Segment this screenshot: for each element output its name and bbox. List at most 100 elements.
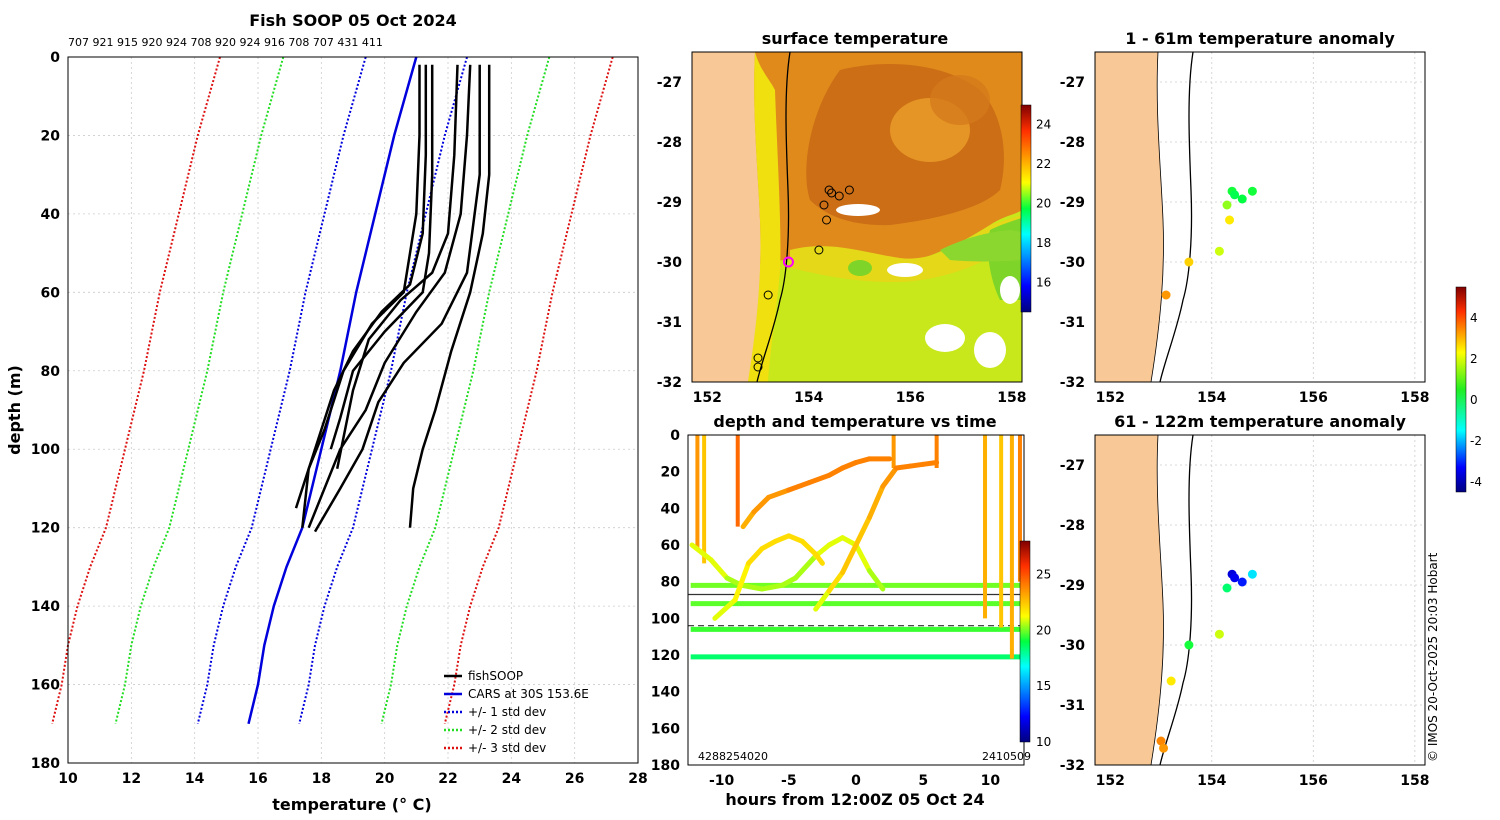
track-segment	[880, 465, 899, 489]
track-segment	[793, 553, 819, 581]
colorbar-tick-label: 0	[1470, 393, 1478, 407]
track-segment	[779, 575, 799, 588]
x-tick-label: 154	[1197, 773, 1226, 789]
anomaly-deep-frame	[1094, 434, 1426, 766]
anomaly-deep-points	[1156, 569, 1257, 753]
track-segment	[813, 588, 832, 612]
profile-title: Fish SOOP 05 Oct 2024	[249, 11, 457, 30]
anomaly-point	[1184, 640, 1194, 650]
y-tick-label: -28	[1060, 135, 1085, 151]
fish-profile-line	[294, 64, 428, 509]
anomaly-point	[1230, 573, 1240, 583]
anomaly-shallow-ticks: 152 154 156 158 -27 -28 -29 -30 -31 -32	[1060, 75, 1430, 406]
fish-profile-line	[329, 64, 434, 450]
colorbar-tick-label: 2	[1470, 352, 1478, 366]
current-position-marker	[782, 256, 794, 268]
y-tick-label: 80	[41, 364, 61, 380]
colorbar-tick-label: 18	[1036, 236, 1051, 250]
y-tick-label: 120	[31, 521, 60, 537]
colorbar-tick-label: 22	[1036, 157, 1051, 171]
time-colorbar	[1019, 540, 1031, 743]
track-segment	[759, 582, 785, 592]
anomaly-point	[1159, 743, 1169, 753]
profile-subtitle: 707 921 915 920 924 708 920 924 916 708 …	[68, 36, 383, 49]
anomaly-point	[1225, 215, 1235, 225]
anomaly-point	[1237, 194, 1247, 204]
x-tick-label: -5	[781, 773, 797, 789]
anomaly-point	[1184, 257, 1194, 267]
y-tick-label: 160	[651, 721, 680, 737]
sst-field	[692, 52, 1022, 382]
anomaly-deep-title: 61 - 122m temperature anomaly	[1114, 412, 1406, 431]
y-tick-label: -28	[1060, 518, 1085, 534]
y-tick-label: -27	[1060, 458, 1085, 474]
y-tick-label: 20	[41, 128, 61, 144]
y-tick-label: 160	[31, 678, 60, 694]
anomaly-shallow-title: 1 - 61m temperature anomaly	[1125, 29, 1395, 48]
y-tick-label: -29	[1060, 578, 1085, 594]
colorbar-tick-label: -2	[1470, 434, 1482, 448]
track-segment	[739, 582, 765, 592]
x-tick-label: 154	[794, 390, 823, 406]
y-tick-label: 140	[31, 599, 60, 615]
legend-entry: CARS at 30S 153.6E	[468, 687, 589, 701]
y-tick-label: -30	[1060, 638, 1086, 654]
colorbar-tick-label: 15	[1036, 679, 1051, 693]
track-segment	[866, 568, 886, 592]
anomaly-shallow-land	[1095, 52, 1194, 382]
y-tick-label: -28	[657, 135, 682, 151]
sst-title: surface temperature	[762, 29, 949, 48]
track-segment	[866, 483, 886, 520]
sst-map: surface temperature 152 154 156 158 -27 -28 -2…	[657, 29, 1052, 406]
x-tick-label: 10	[58, 771, 78, 787]
y-tick-label: -27	[1060, 75, 1085, 91]
anomaly-point	[1222, 200, 1232, 210]
x-tick-label: 24	[502, 771, 522, 787]
anomaly-point	[1222, 583, 1232, 593]
time-tracks	[688, 435, 1024, 660]
y-tick-label: -31	[1060, 315, 1085, 331]
colorbar-tick-label: 24	[1036, 118, 1051, 132]
anomaly-deep-land	[1095, 435, 1194, 765]
track-segment	[840, 535, 859, 548]
anomaly-point	[1161, 290, 1171, 300]
y-tick-label: 60	[41, 285, 61, 301]
x-tick-label: 28	[628, 771, 647, 787]
colorbar-tick-label: 4	[1470, 311, 1478, 325]
x-tick-label: 0	[851, 773, 861, 789]
anomaly-point	[1156, 736, 1166, 746]
track-segment	[786, 480, 812, 493]
anomaly-deep-map: 61 - 122m temperature anomaly 152 154 156 1…	[1060, 286, 1482, 789]
track-segment	[745, 546, 765, 566]
y-tick-label: 40	[661, 501, 681, 517]
colorbar-tick-label: 20	[1036, 623, 1051, 637]
x-tick-label: 26	[565, 771, 584, 787]
x-tick-label: 12	[122, 771, 141, 787]
profile-lines	[51, 56, 614, 725]
station-marker	[753, 362, 763, 372]
station-marker	[844, 185, 854, 195]
y-tick-label: -29	[1060, 195, 1085, 211]
y-tick-label: 100	[651, 611, 680, 627]
track-segment	[799, 538, 819, 557]
station-marker	[814, 245, 824, 255]
track-segment	[766, 487, 792, 500]
y-tick-label: 20	[661, 465, 681, 481]
track-segment	[740, 509, 757, 530]
station-marker	[819, 200, 829, 210]
fish-profile-line	[335, 64, 459, 470]
std-line-high-3	[443, 56, 614, 725]
sst-stations	[753, 185, 854, 372]
time-chart: depth and temperature vs time -10 -5 0 5 100…	[651, 412, 1052, 809]
legend-entry: +/- 3 std dev	[468, 741, 546, 755]
anomaly-colorbar	[1455, 286, 1467, 493]
y-tick-label: 120	[651, 648, 680, 664]
track-segment	[813, 551, 825, 566]
y-tick-label: 180	[651, 758, 680, 774]
x-tick-label: 156	[1299, 773, 1328, 789]
track-segment	[920, 460, 940, 467]
x-tick-label: 152	[1096, 773, 1125, 789]
x-tick-label: 158	[1400, 390, 1429, 406]
profile-frame	[67, 56, 639, 764]
track-segment	[826, 535, 846, 548]
